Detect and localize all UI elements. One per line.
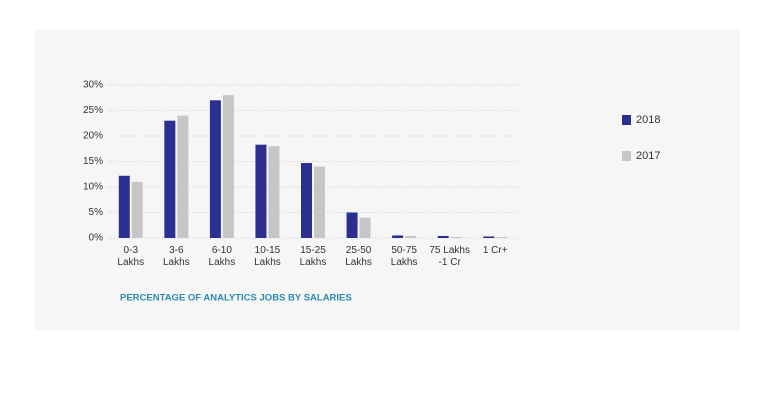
- bar: [301, 163, 312, 238]
- bar: [268, 146, 280, 238]
- legend-label: 2018: [636, 114, 660, 126]
- y-tick-label: 25%: [83, 105, 103, 116]
- x-tick-line: -1 Cr: [439, 257, 462, 268]
- bar: [483, 236, 495, 238]
- x-tick-line: Lakhs: [254, 257, 281, 268]
- bar: [255, 144, 267, 238]
- x-tick-line: Lakhs: [117, 257, 144, 268]
- x-tick-line: 10-15: [255, 245, 281, 256]
- y-tick-label: 0%: [89, 233, 104, 244]
- legend-swatch: [622, 115, 631, 125]
- x-tick-line: 3-6: [169, 245, 184, 256]
- bar: [177, 115, 189, 238]
- y-tick-label: 15%: [83, 156, 103, 167]
- bar: [314, 166, 325, 238]
- x-tick-line: 75 Lakhs: [429, 245, 470, 256]
- y-tick-label: 10%: [83, 182, 103, 193]
- bar: [496, 236, 508, 238]
- x-tick-label: 25-50 Lakhs: [345, 245, 372, 268]
- bar: [346, 212, 358, 238]
- x-tick-label: 3-6 Lakhs: [163, 245, 190, 268]
- x-tick-label: 50-75 Lakhs: [391, 245, 418, 268]
- y-tick-label: 20%: [83, 131, 103, 142]
- bar: [450, 236, 462, 238]
- x-tick-label: 15-25 Lakhs: [300, 245, 327, 268]
- x-tick-line: Lakhs: [345, 257, 372, 268]
- y-tick-label: 30%: [83, 80, 103, 91]
- x-tick-line: 25-50: [346, 245, 372, 256]
- bar: [118, 175, 130, 238]
- bar: [359, 217, 371, 238]
- bar: [164, 120, 176, 238]
- x-tick-label: 1 Cr+: [483, 245, 508, 256]
- x-tick-label: 10-15 Lakhs: [254, 245, 281, 268]
- chart-caption: PERCENTAGE OF ANALYTICS JOBS BY SALARIES: [120, 293, 352, 304]
- x-tick-line: Lakhs: [300, 257, 327, 268]
- bar: [437, 235, 449, 238]
- legend-swatch: [622, 151, 631, 161]
- y-tick-label: 5%: [89, 207, 104, 218]
- bar: [209, 100, 221, 238]
- x-tick-label: 6-10 Lakhs: [209, 245, 236, 268]
- legend-label: 2017: [636, 150, 660, 162]
- panel: [35, 30, 740, 330]
- bar: [131, 181, 143, 238]
- x-tick-line: 50-75: [391, 245, 417, 256]
- x-tick-line: 1 Cr+: [483, 245, 508, 256]
- bar: [222, 95, 234, 238]
- x-tick-line: Lakhs: [163, 257, 190, 268]
- x-tick-line: 0-3: [124, 245, 139, 256]
- x-tick-line: Lakhs: [209, 257, 236, 268]
- x-tick-line: 6-10: [212, 245, 232, 256]
- x-tick-line: Lakhs: [391, 257, 418, 268]
- bar: [392, 235, 404, 238]
- x-tick-label: 75 Lakhs -1 Cr: [429, 245, 470, 268]
- bar: [405, 235, 417, 238]
- x-tick-line: 15-25: [300, 245, 326, 256]
- x-tick-label: 0-3 Lakhs: [117, 245, 144, 268]
